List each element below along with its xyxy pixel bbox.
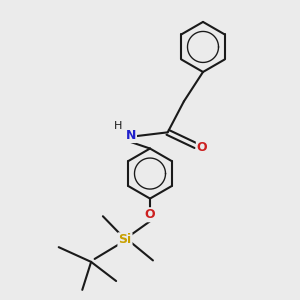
Text: O: O bbox=[197, 141, 207, 154]
Text: N: N bbox=[126, 129, 136, 142]
Text: Si: Si bbox=[118, 233, 131, 246]
Text: H: H bbox=[114, 121, 123, 130]
Text: O: O bbox=[145, 208, 155, 221]
